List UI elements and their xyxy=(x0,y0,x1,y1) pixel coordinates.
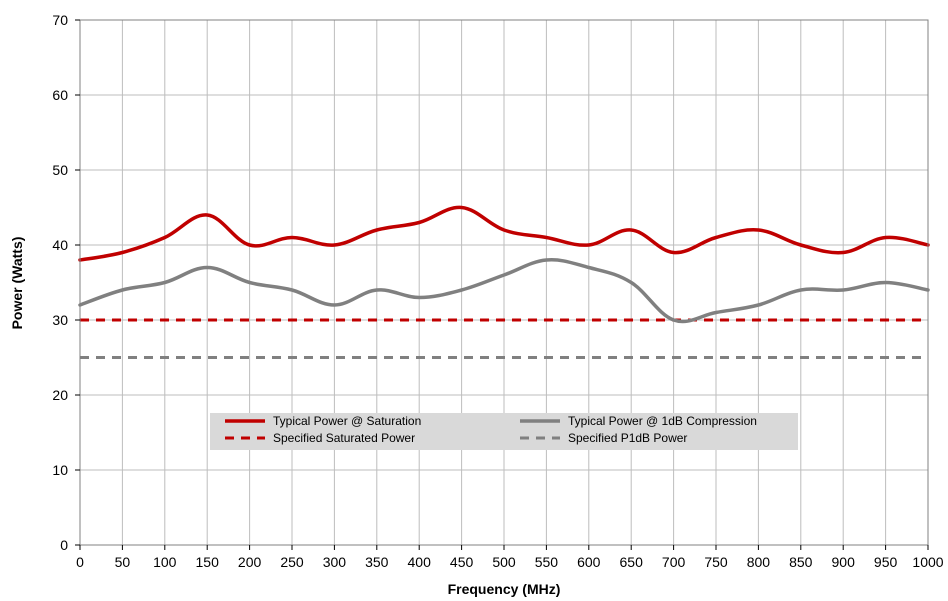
legend: Typical Power @ Saturation Typical Power … xyxy=(210,413,798,450)
x-tick-label: 950 xyxy=(874,554,898,570)
x-tick-label: 650 xyxy=(620,554,644,570)
x-tick-label: 100 xyxy=(153,554,177,570)
x-tick-label: 200 xyxy=(238,554,262,570)
x-tick-label: 50 xyxy=(115,554,131,570)
x-tick-label: 500 xyxy=(492,554,516,570)
series-line-typical-power-saturation xyxy=(78,205,930,262)
y-tick-label: 60 xyxy=(52,87,68,103)
axes: 0 50 100 150 200 250 300 350 400 450 500 550 600 650 7… xyxy=(52,12,943,570)
x-tick-label: 700 xyxy=(662,554,686,570)
x-axis-title: Frequency (MHz) xyxy=(448,581,561,597)
legend-label-specified-saturated-power: Specified Saturated Power xyxy=(273,431,415,445)
x-tick-label: 350 xyxy=(365,554,389,570)
x-tick-label: 550 xyxy=(535,554,559,570)
y-tick-label: 50 xyxy=(52,162,68,178)
x-tick-label: 400 xyxy=(408,554,432,570)
y-tick-label: 40 xyxy=(52,237,68,253)
y-tick-label: 10 xyxy=(52,462,68,478)
x-tick-label: 450 xyxy=(450,554,474,570)
legend-label-typical-power-1db-compression: Typical Power @ 1dB Compression xyxy=(568,414,757,428)
x-tick-label: 1000 xyxy=(912,554,943,570)
x-tick-label: 250 xyxy=(280,554,304,570)
y-tick-label: 30 xyxy=(52,312,68,328)
y-tick-label: 20 xyxy=(52,387,68,403)
x-tick-label: 850 xyxy=(789,554,813,570)
x-tick-label: 750 xyxy=(704,554,728,570)
series-group xyxy=(78,205,930,359)
y-tick-label: 0 xyxy=(60,537,68,553)
x-tick-label: 900 xyxy=(832,554,856,570)
x-tick-label: 800 xyxy=(747,554,771,570)
x-tick-label: 150 xyxy=(196,554,220,570)
grid xyxy=(79,19,929,546)
x-tick-label: 300 xyxy=(323,554,347,570)
legend-label-typical-power-saturation: Typical Power @ Saturation xyxy=(273,414,421,428)
y-tick-label: 70 xyxy=(52,12,68,28)
legend-label-specified-p1db-power: Specified P1dB Power xyxy=(568,431,687,445)
x-tick-label: 600 xyxy=(577,554,601,570)
x-tick-label: 0 xyxy=(76,554,84,570)
series-line-typical-power-1db-compression xyxy=(78,258,930,324)
y-axis-title: Power (Watts) xyxy=(9,237,25,330)
legend-box xyxy=(210,413,798,450)
